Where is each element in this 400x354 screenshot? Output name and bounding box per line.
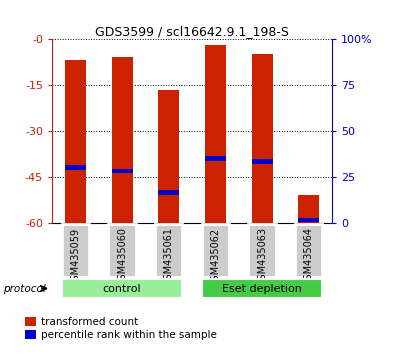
FancyBboxPatch shape [295, 224, 322, 277]
Bar [298, 218, 319, 222]
Text: GSM435061: GSM435061 [164, 227, 174, 286]
Bar [252, 54, 272, 223]
Bar [158, 90, 179, 223]
Bar [252, 159, 272, 164]
Bar [298, 195, 319, 223]
Bar [112, 57, 132, 223]
FancyBboxPatch shape [62, 224, 89, 277]
Bar [205, 45, 226, 223]
Text: GSM435064: GSM435064 [304, 227, 314, 286]
Text: GSM435059: GSM435059 [70, 227, 80, 286]
FancyBboxPatch shape [202, 279, 322, 298]
Title: GDS3599 / scl16642.9.1_198-S: GDS3599 / scl16642.9.1_198-S [95, 25, 289, 38]
FancyBboxPatch shape [155, 224, 182, 277]
Bar [65, 166, 86, 170]
Text: GSM435062: GSM435062 [210, 227, 220, 286]
Text: Eset depletion: Eset depletion [222, 284, 302, 293]
Bar [65, 61, 86, 223]
Text: GSM435060: GSM435060 [117, 227, 127, 286]
Bar [112, 169, 132, 173]
Bar [205, 156, 226, 161]
Text: protocol: protocol [3, 284, 45, 293]
Legend: transformed count, percentile rank within the sample: transformed count, percentile rank withi… [25, 317, 217, 340]
FancyBboxPatch shape [62, 279, 182, 298]
Bar [158, 190, 179, 195]
FancyBboxPatch shape [108, 224, 136, 277]
Text: GSM435063: GSM435063 [257, 227, 267, 286]
Text: control: control [103, 284, 141, 293]
FancyBboxPatch shape [248, 224, 276, 277]
FancyBboxPatch shape [202, 224, 229, 277]
